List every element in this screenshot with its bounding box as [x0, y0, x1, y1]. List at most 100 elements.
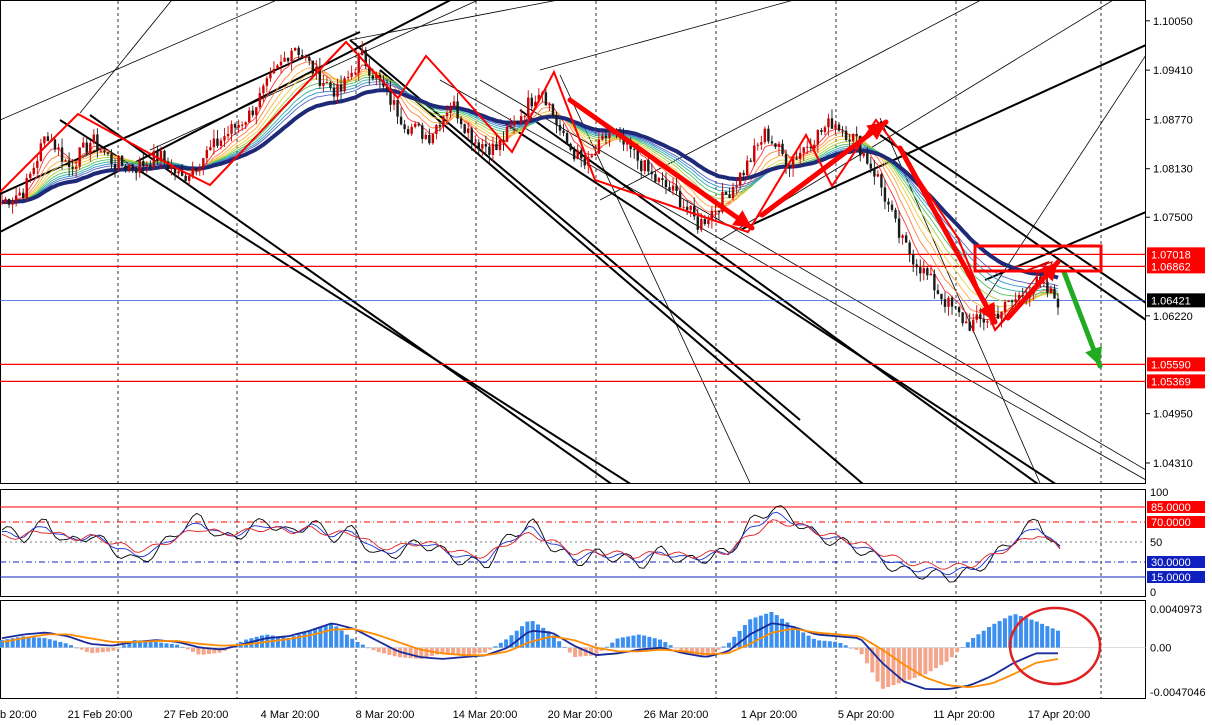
candle-body	[915, 264, 918, 268]
macd-tick-label: 0.0040973	[1150, 604, 1202, 616]
macd-bar	[551, 635, 556, 648]
macd-bar	[482, 647, 487, 653]
candle-body	[223, 136, 226, 141]
channel-line-thin	[149, 0, 480, 151]
macd-bar	[721, 646, 726, 648]
candle-body	[717, 210, 721, 213]
macd-bar	[764, 613, 769, 648]
candle-body	[1035, 276, 1039, 287]
candle-body	[452, 101, 456, 107]
candle-body	[714, 210, 717, 212]
candle-body	[866, 153, 869, 164]
candle-body	[21, 192, 25, 199]
macd-bar	[971, 637, 976, 648]
macd-bar	[148, 641, 153, 648]
candle-body	[286, 57, 290, 62]
candle-body	[1003, 301, 1007, 312]
candle-body	[149, 164, 152, 168]
macd-bar	[344, 634, 349, 648]
macd-bar	[583, 647, 588, 657]
candle-body	[869, 163, 873, 169]
macd-bar	[1013, 614, 1018, 648]
macd-bar	[615, 638, 620, 648]
candle-body	[4, 198, 7, 202]
macd-bar	[822, 640, 827, 648]
candle-body	[438, 124, 442, 127]
candle-body	[724, 191, 728, 195]
candle-body	[837, 124, 841, 131]
candle-body	[262, 85, 265, 94]
candle-body	[784, 154, 788, 168]
candle-body	[403, 124, 406, 130]
candle-body	[516, 121, 519, 123]
candle-body	[322, 82, 325, 86]
candle-body	[406, 129, 410, 134]
macd-bar	[631, 635, 636, 648]
macd-bar	[37, 637, 42, 648]
candle-body	[876, 174, 880, 177]
candle-body	[173, 166, 177, 174]
candle-body	[604, 135, 608, 139]
candle-body	[64, 160, 67, 162]
osc-tick-label: 70.0000	[1151, 517, 1191, 529]
candle-body	[841, 130, 844, 132]
channel-line	[519, 109, 1039, 483]
current-price-tag	[1147, 293, 1205, 308]
candle-body	[120, 155, 124, 166]
candle-body	[1017, 294, 1021, 300]
macd-bar	[307, 630, 312, 648]
x-tick-label: 8 Mar 20:00	[356, 709, 415, 721]
candle-body	[664, 180, 668, 188]
channel-line	[89, 114, 612, 483]
macd-bar	[466, 647, 471, 655]
slow-ma-line	[1, 88, 1059, 280]
candle-body	[435, 124, 438, 134]
candle-body	[509, 125, 512, 127]
candle-body	[71, 166, 74, 169]
osc-tick-label: 100	[1150, 487, 1168, 499]
candle-body	[357, 55, 360, 73]
channel-line	[499, 119, 1056, 483]
macd-bar	[376, 647, 381, 653]
candle-body	[466, 128, 470, 133]
y-tick-label: 1.08770	[1153, 114, 1193, 126]
candle-body	[145, 164, 149, 167]
candle-body	[749, 160, 752, 162]
macd-bar	[785, 622, 790, 648]
candle-body	[474, 142, 477, 144]
candle-body	[195, 168, 198, 171]
candle-body	[671, 185, 675, 191]
candle-body	[689, 205, 692, 210]
candle-body	[414, 123, 417, 127]
level-tag-bg	[1147, 247, 1205, 262]
candle-body	[156, 151, 159, 162]
macd-bar	[859, 647, 864, 655]
macd-bar	[514, 630, 519, 648]
price-axis: 1.10050 1.09410 1.08770 1.08130 1.07500 1.062…	[1146, 16, 1205, 470]
candle-body	[258, 93, 262, 108]
macd-bar	[589, 647, 594, 656]
ribbon-line	[1, 78, 1059, 293]
candle-body	[191, 168, 194, 176]
macd-bar	[997, 621, 1002, 648]
candle-body	[883, 187, 887, 202]
macd-bar	[610, 642, 615, 648]
osc-tick-label: 15.0000	[1151, 572, 1191, 584]
candle-body	[110, 153, 113, 165]
candle-body	[707, 219, 710, 225]
level-tag-bg	[1147, 259, 1205, 274]
candles	[0, 41, 1060, 333]
candle-body	[481, 144, 484, 149]
channel-line	[879, 134, 1146, 321]
candle-body	[329, 82, 332, 88]
candle-body	[855, 134, 858, 136]
channel-line-thin	[439, 79, 1146, 481]
arrow-forecast-head	[1085, 346, 1102, 366]
channel-line-thin	[599, 0, 982, 201]
macd-bar	[116, 647, 121, 649]
macd-bar	[53, 640, 58, 648]
candle-body	[470, 128, 473, 144]
candle-body	[827, 118, 830, 128]
macd-bar	[132, 640, 137, 648]
candle-body	[894, 209, 897, 219]
